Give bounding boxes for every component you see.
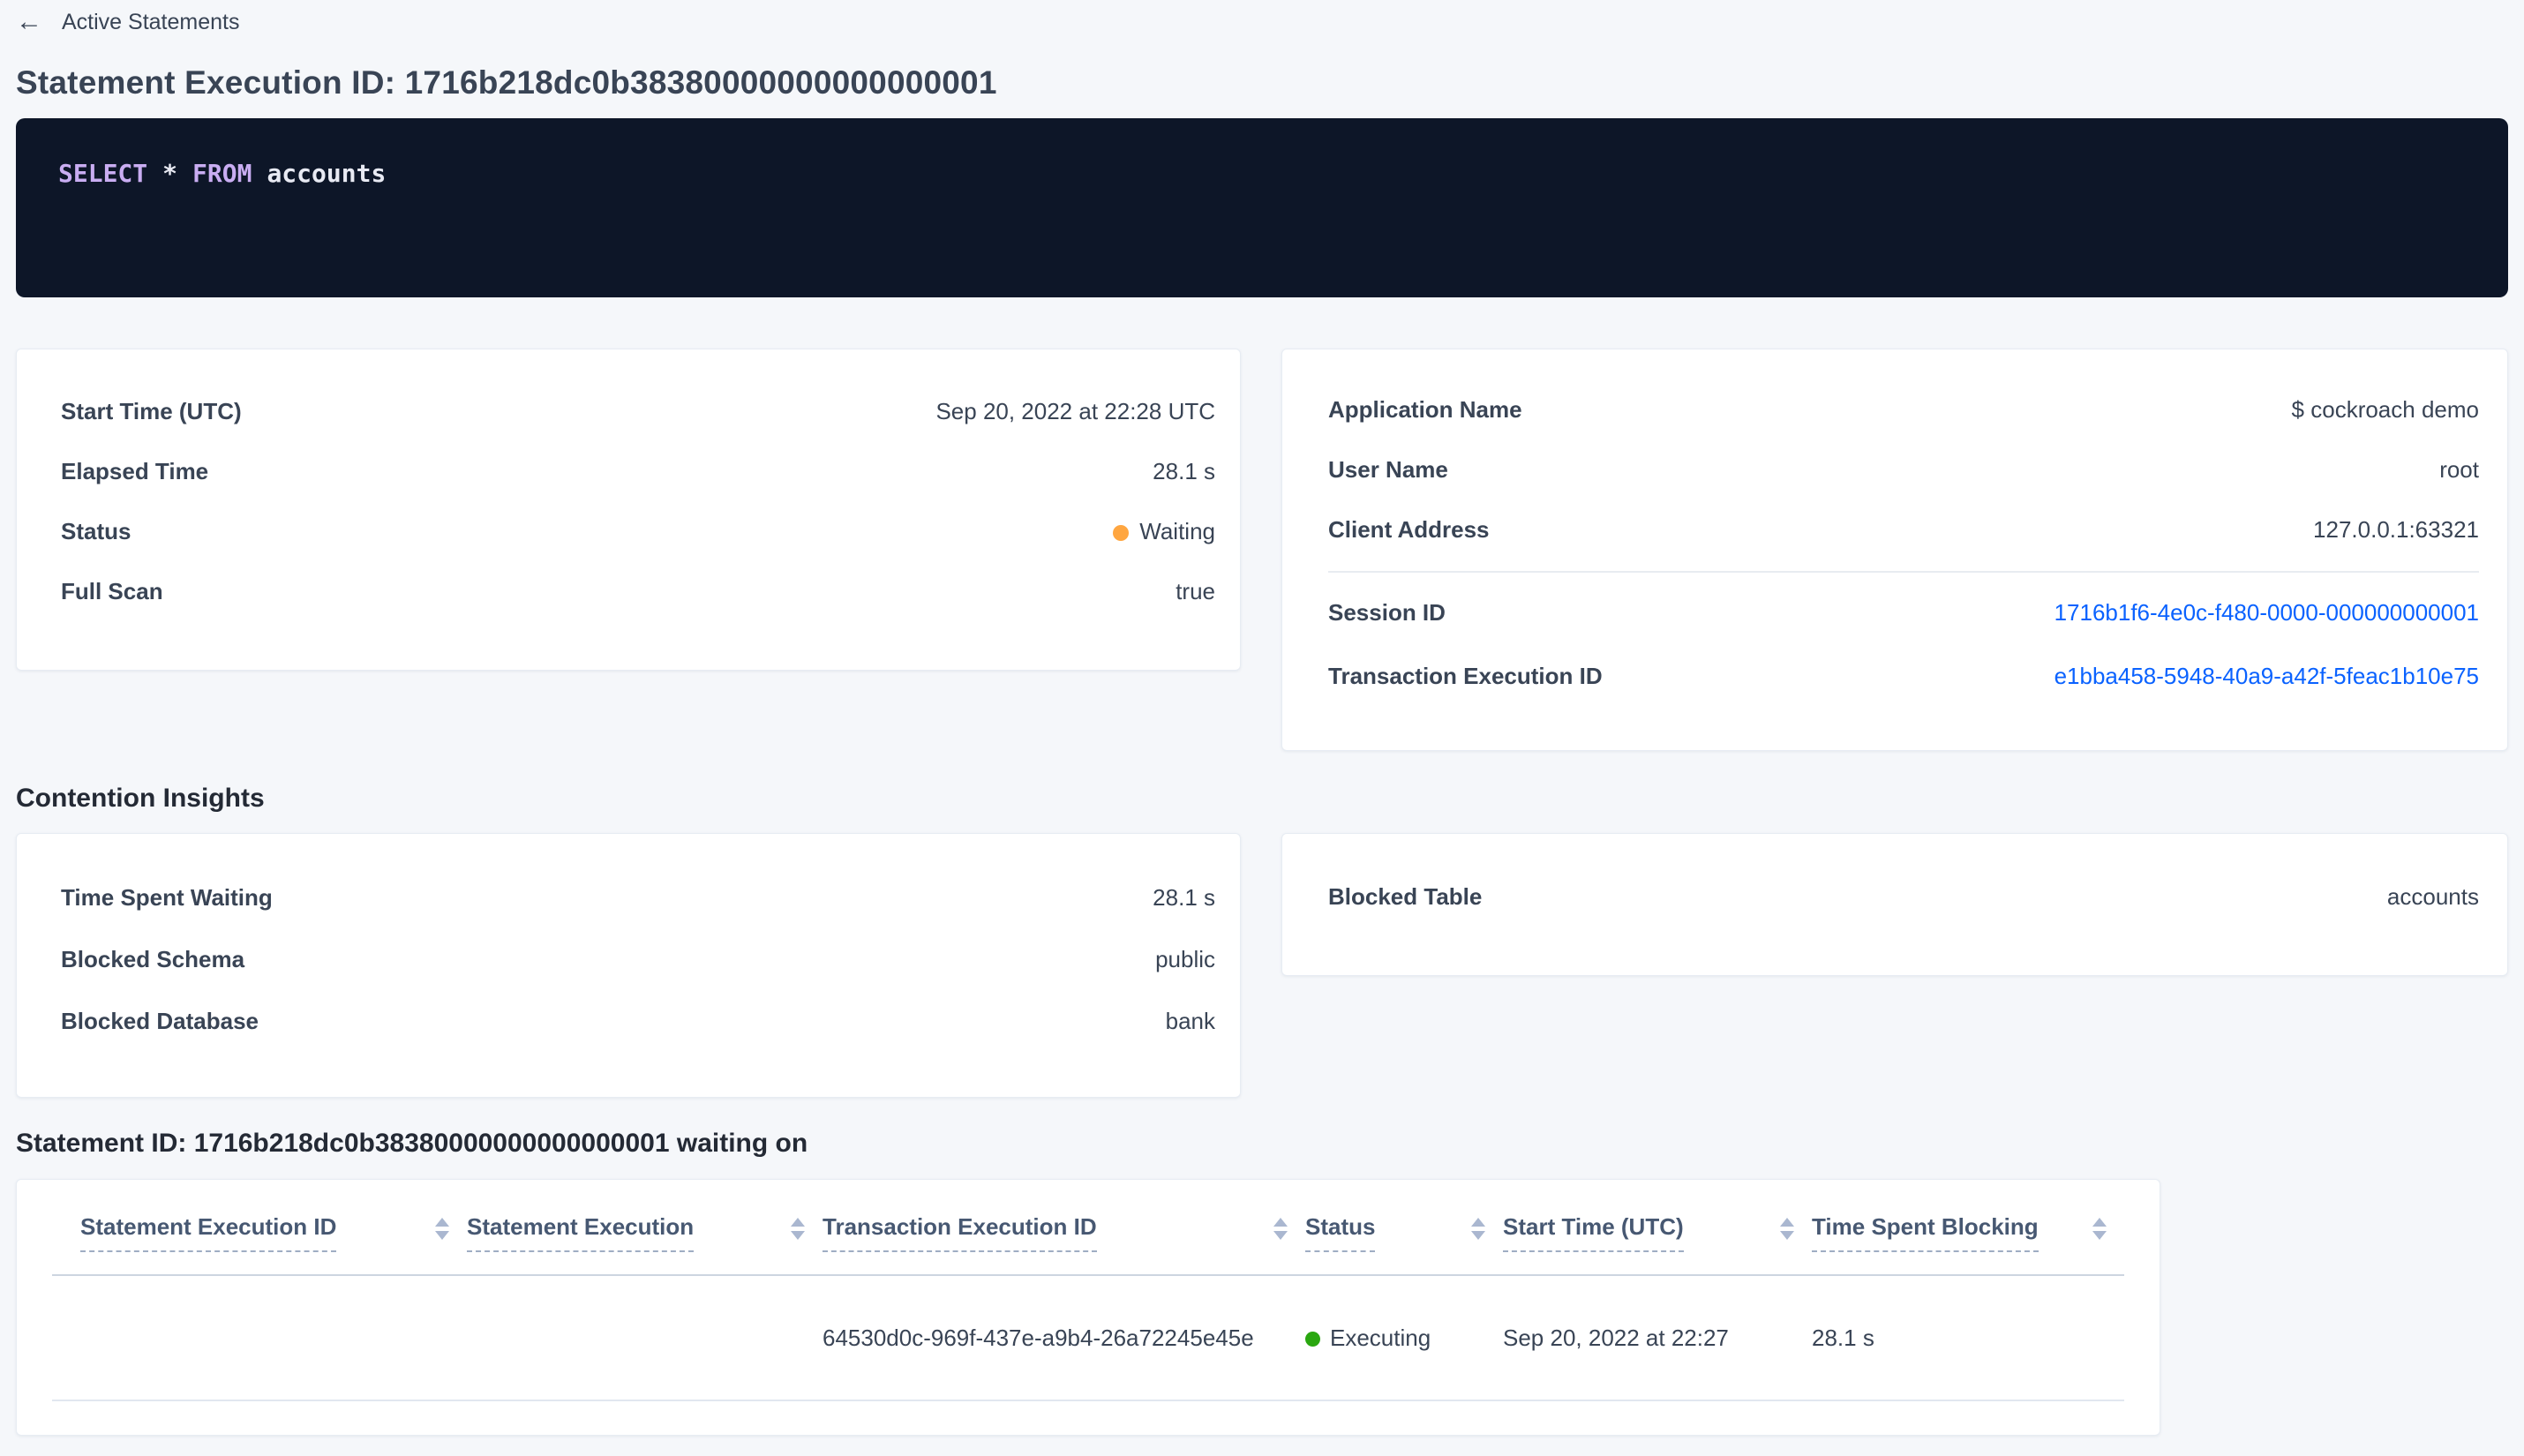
sort-icon[interactable] bbox=[791, 1213, 805, 1240]
blocked-database-label: Blocked Database bbox=[61, 1007, 259, 1034]
sql-keyword-select: SELECT bbox=[58, 159, 148, 188]
blocked-table-value: accounts bbox=[2386, 882, 2479, 910]
time-spent-waiting-value: 28.1 s bbox=[1153, 883, 1215, 911]
back-arrow-icon: ← bbox=[16, 7, 42, 36]
status-value-text: Waiting bbox=[1139, 517, 1215, 544]
sort-icon[interactable] bbox=[2092, 1213, 2107, 1240]
sort-icon[interactable] bbox=[1780, 1213, 1794, 1240]
contention-details-card: Time Spent Waiting 28.1 s Blocked Schema… bbox=[16, 833, 1241, 1098]
blocked-schema-value: public bbox=[1155, 945, 1215, 972]
column-header-label: Transaction Execution ID bbox=[823, 1213, 1097, 1252]
column-header-label: Time Spent Blocking bbox=[1812, 1213, 2039, 1252]
full-scan-label: Full Scan bbox=[61, 577, 163, 604]
time-spent-waiting-label: Time Spent Waiting bbox=[61, 883, 273, 911]
sql-star: * bbox=[162, 159, 178, 188]
blocked-database-row: Blocked Database bank bbox=[61, 990, 1215, 1052]
session-id-row: Session ID 1716b1f6-4e0c-f480-0000-00000… bbox=[1328, 581, 2479, 644]
start-time-value: Sep 20, 2022 at 22:28 UTC bbox=[935, 397, 1215, 424]
breadcrumb-back-link[interactable]: ← Active Statements bbox=[16, 0, 239, 35]
full-scan-value: true bbox=[1176, 577, 1215, 604]
table-row: 64530d0c-969f-437e-a9b4-26a72245e45e Exe… bbox=[52, 1275, 2124, 1401]
transaction-execution-id-link[interactable]: e1bba458-5948-40a9-a42f-5feac1b10e75 bbox=[2054, 662, 2479, 689]
elapsed-time-row: Elapsed Time 28.1 s bbox=[61, 441, 1215, 501]
user-name-label: User Name bbox=[1328, 455, 1448, 483]
session-card-divider bbox=[1328, 571, 2479, 573]
full-scan-row: Full Scan true bbox=[61, 561, 1215, 621]
blocked-table-row: Blocked Table accounts bbox=[1328, 866, 2479, 927]
application-name-value: $ cockroach demo bbox=[2291, 395, 2479, 423]
sql-statement: SELECT * FROM accounts bbox=[58, 159, 386, 188]
column-header-label: Start Time (UTC) bbox=[1503, 1213, 1684, 1252]
start-time-row: Start Time (UTC) Sep 20, 2022 at 22:28 U… bbox=[61, 381, 1215, 441]
client-address-row: Client Address 127.0.0.1:63321 bbox=[1328, 499, 2479, 559]
statement-execution-id-cell bbox=[52, 1275, 467, 1401]
application-name-row: Application Name $ cockroach demo bbox=[1328, 379, 2479, 439]
sql-table-name: accounts bbox=[267, 159, 387, 188]
waiting-statements-table: Statement Execution ID Statement Executi… bbox=[52, 1180, 2124, 1401]
session-id-link[interactable]: 1716b1f6-4e0c-f480-0000-000000000001 bbox=[2054, 598, 2479, 626]
column-header-time-spent-blocking[interactable]: Time Spent Blocking bbox=[1812, 1180, 2124, 1276]
column-header-statement-execution[interactable]: Statement Execution bbox=[467, 1180, 823, 1276]
waiting-status-dot-icon bbox=[1113, 524, 1130, 541]
sql-statement-box: SELECT * FROM accounts bbox=[16, 118, 2508, 297]
column-header-statement-execution-id[interactable]: Statement Execution ID bbox=[52, 1180, 467, 1276]
waiting-on-heading: Statement ID: 1716b218dc0b38380000000000… bbox=[16, 1129, 808, 1158]
user-name-value: root bbox=[2439, 455, 2479, 483]
blocked-table-label: Blocked Table bbox=[1328, 882, 1483, 910]
transaction-execution-id-row: Transaction Execution ID e1bba458-5948-4… bbox=[1328, 644, 2479, 708]
session-id-label: Session ID bbox=[1328, 598, 1446, 626]
column-header-transaction-execution-id[interactable]: Transaction Execution ID bbox=[823, 1180, 1305, 1276]
column-header-label: Status bbox=[1305, 1213, 1376, 1252]
blocked-database-value: bank bbox=[1165, 1007, 1215, 1034]
column-header-label: Statement Execution ID bbox=[80, 1213, 337, 1252]
status-label: Status bbox=[61, 517, 131, 544]
page-title: Statement Execution ID: 1716b218dc0b3838… bbox=[16, 64, 997, 101]
elapsed-time-value: 28.1 s bbox=[1153, 457, 1215, 484]
sort-icon[interactable] bbox=[435, 1213, 449, 1240]
status-cell: Executing bbox=[1305, 1275, 1503, 1401]
start-time-label: Start Time (UTC) bbox=[61, 397, 242, 424]
status-cell-text: Executing bbox=[1330, 1324, 1431, 1351]
transaction-execution-id-cell: 64530d0c-969f-437e-a9b4-26a72245e45e bbox=[823, 1275, 1305, 1401]
client-address-value: 127.0.0.1:63321 bbox=[2313, 515, 2479, 543]
blocked-schema-row: Blocked Schema public bbox=[61, 928, 1215, 990]
contention-insights-heading: Contention Insights bbox=[16, 784, 265, 813]
table-header-row: Statement Execution ID Statement Executi… bbox=[52, 1180, 2124, 1276]
status-row: Status Waiting bbox=[61, 501, 1215, 561]
application-name-label: Application Name bbox=[1328, 395, 1522, 423]
sort-icon[interactable] bbox=[1273, 1213, 1288, 1240]
breadcrumb-label: Active Statements bbox=[62, 9, 240, 34]
statement-execution-cell bbox=[467, 1275, 823, 1401]
sort-icon[interactable] bbox=[1471, 1213, 1485, 1240]
client-address-label: Client Address bbox=[1328, 515, 1490, 543]
time-spent-blocking-cell: 28.1 s bbox=[1812, 1275, 2124, 1401]
blocked-schema-label: Blocked Schema bbox=[61, 945, 245, 972]
executing-status-dot-icon bbox=[1305, 1331, 1320, 1347]
column-header-start-time[interactable]: Start Time (UTC) bbox=[1503, 1180, 1812, 1276]
column-header-status[interactable]: Status bbox=[1305, 1180, 1503, 1276]
blocked-table-card: Blocked Table accounts bbox=[1281, 833, 2508, 976]
elapsed-time-label: Elapsed Time bbox=[61, 457, 209, 484]
sql-keyword-from: FROM bbox=[192, 159, 252, 188]
status-value: Waiting bbox=[1113, 518, 1215, 545]
start-time-cell: Sep 20, 2022 at 22:27 bbox=[1503, 1275, 1812, 1401]
column-header-label: Statement Execution bbox=[467, 1213, 695, 1252]
time-spent-waiting-row: Time Spent Waiting 28.1 s bbox=[61, 867, 1215, 928]
user-name-row: User Name root bbox=[1328, 439, 2479, 499]
execution-details-card: Start Time (UTC) Sep 20, 2022 at 22:28 U… bbox=[16, 349, 1241, 671]
contention-cards-row: Time Spent Waiting 28.1 s Blocked Schema… bbox=[16, 833, 2508, 1098]
transaction-execution-id-label: Transaction Execution ID bbox=[1328, 662, 1603, 689]
waiting-statements-table-card: Statement Execution ID Statement Executi… bbox=[16, 1179, 2160, 1436]
session-details-card: Application Name $ cockroach demo User N… bbox=[1281, 349, 2508, 751]
overview-cards-row: Start Time (UTC) Sep 20, 2022 at 22:28 U… bbox=[16, 349, 2508, 751]
